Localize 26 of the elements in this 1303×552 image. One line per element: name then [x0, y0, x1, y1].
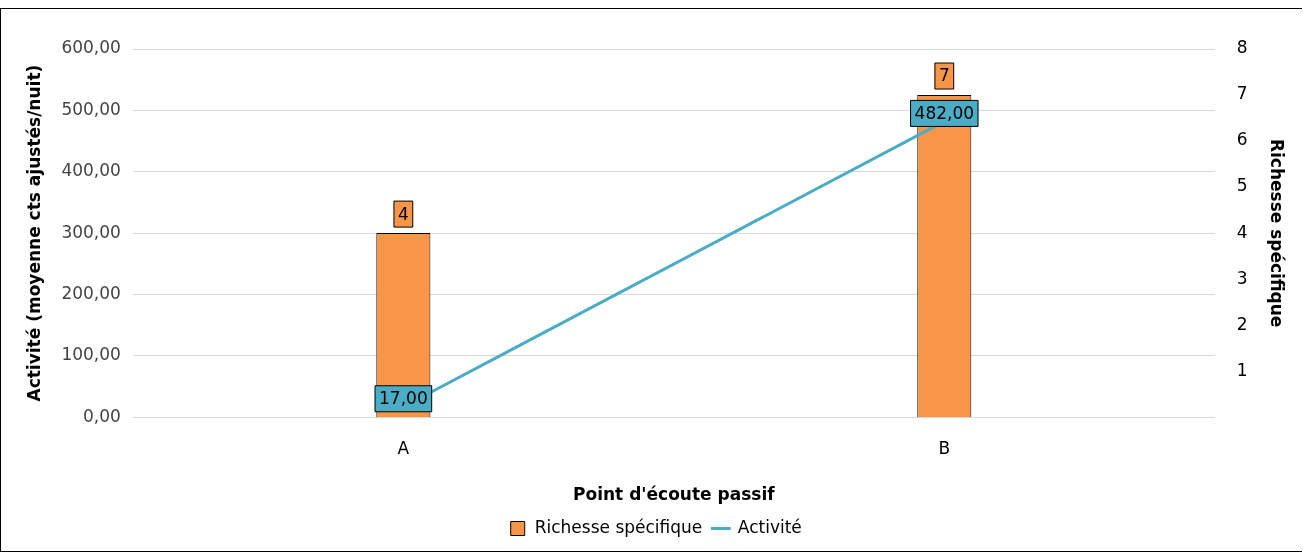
data-label: 4 [397, 203, 409, 224]
legend-label: Richesse spécifique [534, 516, 703, 537]
data-label: 482,00 [914, 102, 975, 123]
y-tick-label: 500,00 [61, 98, 121, 119]
y2-tick-label: 1 [1236, 359, 1248, 380]
y2-tick-label: 6 [1236, 129, 1248, 150]
data-label: 17,00 [379, 388, 428, 409]
x-tick-label: B [938, 437, 951, 458]
y-tick-label: 400,00 [61, 160, 121, 181]
data-label: 7 [938, 65, 950, 86]
x-tick-label: A [397, 437, 410, 458]
y2-tick-label: 5 [1236, 175, 1248, 196]
y2-axis-title: Richesse spécifique [1267, 138, 1288, 328]
y-axis-title: Activité (moyenne cts ajustés/nuit) [23, 64, 44, 402]
y-tick-label: 300,00 [61, 221, 121, 242]
y2-tick-label: 8 [1236, 37, 1248, 58]
y-tick-label: 0,00 [83, 405, 121, 426]
y-tick-label: 600,00 [61, 37, 121, 58]
y-tick-label: 200,00 [61, 282, 121, 303]
y2-tick-label: 2 [1236, 313, 1248, 334]
y2-tick-label: 7 [1236, 83, 1248, 104]
y-tick-label: 100,00 [61, 344, 121, 365]
x-axis-title: Point d'écoute passif [573, 484, 776, 505]
legend-label: Activité [737, 516, 802, 537]
y2-tick-label: 3 [1236, 267, 1248, 288]
y2-tick-label: 4 [1236, 221, 1248, 242]
